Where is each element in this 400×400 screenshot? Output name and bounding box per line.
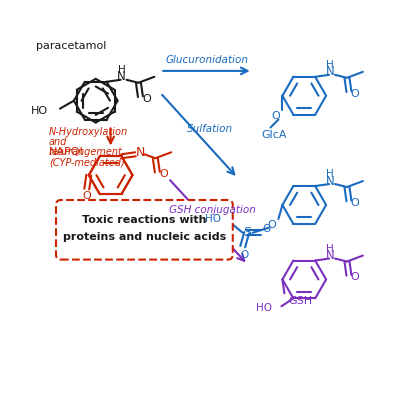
Text: O: O <box>350 272 359 282</box>
Text: N-Hydroxylation: N-Hydroxylation <box>49 128 128 138</box>
Text: O: O <box>350 198 359 208</box>
Text: H: H <box>326 60 334 70</box>
Text: O: O <box>240 250 249 260</box>
Text: (CYP-mediated): (CYP-mediated) <box>49 157 125 167</box>
Text: Glucuronidation: Glucuronidation <box>166 55 248 65</box>
Text: O: O <box>159 169 168 179</box>
Text: Toxic reactions with: Toxic reactions with <box>82 215 207 225</box>
Text: H: H <box>326 244 334 254</box>
Text: O: O <box>271 110 280 120</box>
Text: GlcA: GlcA <box>262 130 287 140</box>
Text: N: N <box>117 70 126 83</box>
Text: O: O <box>267 220 276 230</box>
Text: H: H <box>118 65 126 75</box>
Text: HO: HO <box>256 303 272 313</box>
Text: paracetamol: paracetamol <box>36 41 106 51</box>
Text: N: N <box>136 146 145 159</box>
Text: HO: HO <box>31 106 48 116</box>
Text: N: N <box>326 249 334 262</box>
Text: GSH conjugation: GSH conjugation <box>170 205 256 215</box>
Text: S: S <box>243 226 251 239</box>
Text: Sulfation: Sulfation <box>187 124 233 134</box>
Text: rearrangement: rearrangement <box>49 147 123 157</box>
Text: O: O <box>142 94 151 104</box>
Text: N: N <box>326 174 334 188</box>
Text: N: N <box>326 65 334 78</box>
Text: O: O <box>350 89 359 99</box>
FancyBboxPatch shape <box>56 200 233 260</box>
Text: GSH: GSH <box>288 296 312 306</box>
Text: H: H <box>326 169 334 179</box>
Text: O: O <box>82 191 91 201</box>
Text: O: O <box>262 224 271 234</box>
Text: NAPQI: NAPQI <box>49 147 84 157</box>
Text: proteins and nucleic acids: proteins and nucleic acids <box>63 232 226 242</box>
Text: and: and <box>49 138 68 148</box>
Text: HO: HO <box>205 214 221 224</box>
